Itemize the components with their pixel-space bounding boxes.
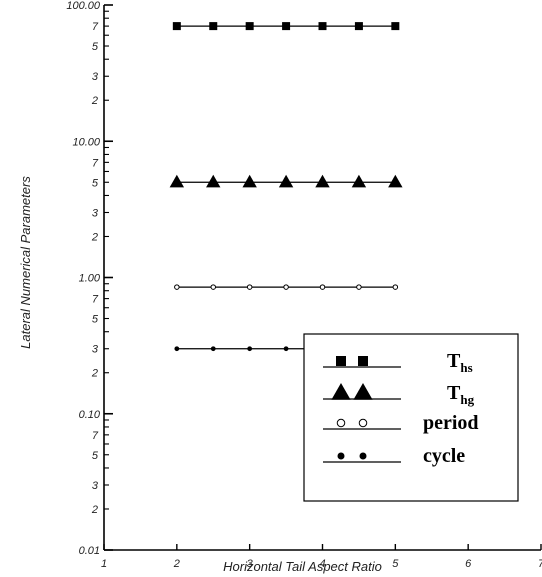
legend-label-subscript: hs bbox=[460, 360, 472, 375]
data-point bbox=[245, 22, 254, 31]
data-point bbox=[247, 346, 253, 352]
legend-marker bbox=[358, 356, 368, 366]
x-tick-label: 3 bbox=[247, 558, 254, 570]
data-point bbox=[246, 284, 253, 290]
y-tick-label: 0.10 bbox=[79, 409, 101, 421]
legend-marker bbox=[336, 356, 346, 366]
y-tick-label: 0.01 bbox=[79, 545, 100, 557]
y-minor-tick-label: 3 bbox=[92, 480, 99, 492]
data-point bbox=[169, 174, 185, 188]
data-point bbox=[206, 174, 221, 188]
legend-label-main: cycle bbox=[423, 445, 465, 467]
data-point bbox=[278, 174, 294, 188]
data-point bbox=[391, 22, 400, 31]
x-axis-title: Horizontal Tail Aspect Ratio bbox=[223, 559, 382, 574]
legend-label-main: T bbox=[447, 382, 461, 404]
tick-marks: 1 2 3 4 5 6 7 0.01 0.10 1.00 10.00 100.00 2 3 5 7 2 3 5 7 2 3… bbox=[66, 0, 542, 570]
data-point bbox=[315, 174, 330, 188]
legend-marker bbox=[337, 452, 345, 460]
y-minor-tick-label: 7 bbox=[92, 21, 99, 33]
data-point bbox=[242, 174, 257, 188]
legend-entry: period bbox=[323, 412, 479, 434]
data-point bbox=[172, 22, 181, 31]
x-tick-label: 2 bbox=[173, 558, 180, 570]
y-minor-tick-label: 3 bbox=[92, 207, 99, 219]
x-tick-label: 5 bbox=[392, 558, 399, 570]
x-tick-label: 6 bbox=[465, 558, 472, 570]
x-tick-label: 4 bbox=[319, 558, 325, 570]
legend-label-subscript: hg bbox=[460, 392, 474, 407]
legend-label: cycle bbox=[423, 445, 465, 467]
data-point bbox=[282, 22, 291, 31]
legend-marker bbox=[353, 383, 373, 400]
data-point bbox=[210, 346, 216, 352]
data-point bbox=[174, 346, 180, 352]
y-minor-tick-label: 5 bbox=[92, 314, 99, 326]
y-minor-tick-label: 2 bbox=[91, 368, 98, 380]
data-series bbox=[169, 22, 403, 352]
y-minor-tick-label: 5 bbox=[92, 450, 99, 462]
y-minor-tick-label: 5 bbox=[92, 177, 99, 189]
data-point bbox=[283, 284, 289, 290]
y-minor-tick-label: 3 bbox=[92, 71, 99, 83]
data-point bbox=[392, 284, 399, 290]
legend-label: Ths bbox=[447, 350, 473, 375]
series-Ths bbox=[172, 22, 400, 31]
y-tick-label: 10.00 bbox=[72, 136, 100, 148]
y-minor-tick-label: 7 bbox=[92, 294, 99, 306]
legend-entry: cycle bbox=[323, 445, 465, 467]
y-minor-tick-label: 2 bbox=[91, 504, 98, 516]
y-minor-tick-label: 7 bbox=[92, 430, 99, 442]
data-point bbox=[209, 22, 218, 31]
x-tick-label: 7 bbox=[538, 558, 542, 570]
data-point bbox=[283, 346, 289, 352]
y-tick-label: 1.00 bbox=[79, 273, 101, 285]
legend-marker bbox=[331, 383, 351, 400]
legend-entry: Thg bbox=[323, 382, 475, 407]
data-point bbox=[354, 22, 363, 31]
legend-marker bbox=[358, 418, 368, 428]
y-minor-tick-label: 5 bbox=[92, 41, 99, 53]
legend-label: Thg bbox=[447, 382, 475, 407]
data-point bbox=[174, 284, 180, 290]
data-point bbox=[318, 22, 327, 31]
data-point bbox=[319, 284, 326, 290]
legend-marker bbox=[336, 418, 346, 428]
series-period bbox=[174, 284, 399, 290]
y-minor-tick-label: 7 bbox=[92, 157, 99, 169]
legend-label: period bbox=[423, 412, 479, 434]
series-Thg bbox=[169, 174, 403, 188]
legend-marker bbox=[359, 452, 367, 460]
legend-label-main: period bbox=[423, 412, 479, 434]
legend-entry: Ths bbox=[323, 350, 473, 375]
data-point bbox=[210, 284, 216, 290]
x-tick-label: 1 bbox=[101, 558, 107, 570]
legend-label-main: T bbox=[447, 350, 461, 372]
y-minor-tick-label: 2 bbox=[91, 95, 98, 107]
data-point bbox=[351, 174, 367, 188]
data-point bbox=[388, 174, 403, 188]
y-minor-tick-label: 3 bbox=[92, 344, 99, 356]
y-minor-tick-label: 2 bbox=[91, 231, 98, 243]
y-axis-title: Lateral Numerical Parameters bbox=[18, 176, 33, 349]
data-point bbox=[356, 284, 362, 290]
y-tick-label: 100.00 bbox=[66, 0, 101, 12]
